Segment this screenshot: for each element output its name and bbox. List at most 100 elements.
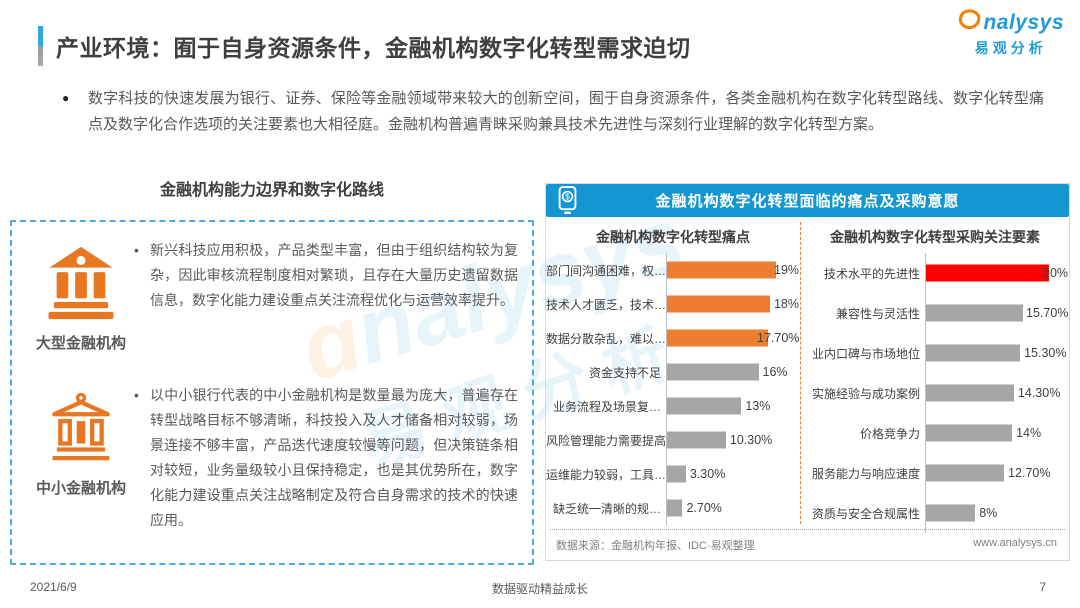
large-institution-text: 新兴科技应用积极，产品类型丰富，但由于组织结构较为复杂，因此审核流程制度相对繁琐… xyxy=(150,242,518,308)
bar-track: 3.30% xyxy=(666,457,800,491)
bar xyxy=(926,264,1049,282)
bar-track: 14% xyxy=(925,413,1069,453)
bar-value-label: 12.70% xyxy=(1008,466,1051,480)
panel-header: $ 金融机构数字化转型面临的痛点及采购意愿 xyxy=(546,184,1069,217)
bar xyxy=(926,384,1014,402)
charts-area: 金融机构数字化转型痛点 部门间沟通困难，权… 19% 技术人才匮乏，技术… 18% 数据… xyxy=(546,222,1069,533)
bar xyxy=(926,464,1005,482)
footer-page-number: 7 xyxy=(1039,580,1046,594)
mobile-payment-icon: $ xyxy=(552,185,582,216)
bar-category-label: 价格竞争力 xyxy=(859,426,920,441)
bar xyxy=(667,499,683,517)
bar-track: 20% xyxy=(925,253,1069,293)
dotted-divider xyxy=(550,529,1065,530)
bar xyxy=(667,431,726,449)
bar-category-label: 技术水平的先进性 xyxy=(823,266,920,281)
footer-date: 2021/6/9 xyxy=(30,580,77,594)
bar-category-label: 服务能力与响应速度 xyxy=(811,466,920,481)
pain-points-chart: 金融机构数字化转型痛点 部门间沟通困难，权… 19% 技术人才匮乏，技术… 18% 数据… xyxy=(546,222,800,525)
bar-track: 19% xyxy=(666,253,800,287)
bar-value-label: 19% xyxy=(774,263,800,277)
bar-category-label: 风险管理能力需要提高 xyxy=(546,433,666,448)
small-institution-text: 以中小银行代表的中小金融机构是数量最为庞大，普遍存在转型战略目标不够清晰，科技投… xyxy=(150,387,518,528)
bar-value-label: 15.70% xyxy=(1026,306,1069,320)
bar xyxy=(926,424,1013,442)
data-source-note: 数据来源：金融机构年报、IDC·易观整理 xyxy=(556,540,755,552)
bar-track: 15.30% xyxy=(925,333,1069,373)
bar-value-label: 16% xyxy=(762,365,788,379)
large-institution-block: 大型金融机构 • 新兴科技应用积极，产品类型丰富，但由于组织结构较为复杂，因此审… xyxy=(28,238,518,353)
bar xyxy=(926,344,1021,362)
bar-row: 实施经验与成功案例 14.30% xyxy=(801,373,1069,413)
chart-title: 金融机构数字化转型采购关注要素 xyxy=(830,229,1040,245)
bar-row: 价格竞争力 14% xyxy=(801,413,1069,453)
bar-value-label: 18% xyxy=(773,297,799,311)
title-accent-bar xyxy=(38,26,43,66)
bar-track: 2.70% xyxy=(666,491,800,525)
bar-category-label: 资金支持不足 xyxy=(588,365,661,380)
bank-outline-icon xyxy=(50,392,112,469)
bar-track: 15.70% xyxy=(925,293,1069,333)
bar-value-label: 13% xyxy=(745,399,771,413)
chart-rows: 部门间沟通困难，权… 19% 技术人才匮乏，技术… 18% 数据分散杂乱，难以… 17.7… xyxy=(546,253,800,525)
list-bullet: • xyxy=(134,242,139,258)
bar-value-label: 14.30% xyxy=(1017,386,1061,400)
bar-value-label: 20% xyxy=(1043,266,1069,280)
capability-panel: 大型金融机构 • 新兴科技应用积极，产品类型丰富，但由于组织结构较为复杂，因此审… xyxy=(10,220,534,565)
page-footer: 2021/6/9 数据驱动精益成长 7 xyxy=(30,580,1050,596)
bar-row: 资金支持不足 16% xyxy=(546,355,800,389)
bar xyxy=(667,295,770,313)
slide-header: 产业环境：囿于自身资源条件，金融机构数字化转型需求迫切 xyxy=(38,26,691,66)
website-link[interactable]: www.analysys.cn xyxy=(973,537,1057,549)
intro-paragraph: ● 数字科技的快速发展为银行、证券、保险等金融领域带来较大的创新空间，囿于自身资… xyxy=(62,86,1044,138)
page-title: 产业环境：囿于自身资源条件，金融机构数字化转型需求迫切 xyxy=(56,35,691,61)
bar-category-label: 运维能力较弱，工具… xyxy=(546,467,666,482)
bar-row: 技术水平的先进性 20% xyxy=(801,253,1069,293)
bar-row: 运维能力较弱，工具… 3.30% xyxy=(546,457,800,491)
bar xyxy=(926,504,976,522)
large-institution-label: 大型金融机构 xyxy=(35,335,126,352)
pain-points-panel: $ 金融机构数字化转型面临的痛点及采购意愿 金融机构数字化转型痛点 部门间沟通困… xyxy=(545,183,1070,561)
bar-category-label: 业务流程及场景复… xyxy=(552,399,661,414)
bar-value-label: 14% xyxy=(1016,426,1042,440)
bar-category-label: 兼容性与灵活性 xyxy=(835,306,920,321)
list-bullet: • xyxy=(134,387,139,403)
bar-category-label: 资质与安全合规属性 xyxy=(811,506,920,521)
intro-text: 数字科技的快速发展为银行、证券、保险等金融领域带来较大的创新空间，囿于自身资源条… xyxy=(88,90,1044,133)
logo-chinese-name: 易观分析 xyxy=(974,40,1047,56)
bar-row: 部门间沟通困难，权… 19% xyxy=(546,253,800,287)
bar-value-label: 10.30% xyxy=(729,433,773,447)
bar-track: 16% xyxy=(666,355,800,389)
bar-value-label: 2.70% xyxy=(686,501,722,515)
bar-track: 13% xyxy=(666,389,800,423)
chart-rows: 技术水平的先进性 20% 兼容性与灵活性 15.70% 业内口碑与市场地位 15.30% 实… xyxy=(801,253,1069,533)
chart-title: 金融机构数字化转型痛点 xyxy=(596,229,750,245)
bar-row: 兼容性与灵活性 15.70% xyxy=(801,293,1069,333)
bar-category-label: 部门间沟通困难，权… xyxy=(546,263,666,278)
bar-track: 17.70% xyxy=(666,321,800,355)
bar-row: 服务能力与响应速度 12.70% xyxy=(801,453,1069,493)
bar xyxy=(667,329,769,347)
bar xyxy=(667,261,776,279)
bar-track: 12.70% xyxy=(925,453,1069,493)
bar-track: 18% xyxy=(666,287,800,321)
bar-category-label: 技术人才匮乏，技术… xyxy=(546,297,666,312)
bar-row: 资质与安全合规属性 8% xyxy=(801,493,1069,533)
logo-wordmark: nalysys xyxy=(983,10,1064,34)
small-institution-label: 中小金融机构 xyxy=(35,480,126,497)
bar-category-label: 实施经验与成功案例 xyxy=(811,386,920,401)
bank-filled-icon xyxy=(48,246,114,324)
bar-category-label: 数据分散杂乱，难以… xyxy=(546,331,666,346)
bar-row: 业内口碑与市场地位 15.30% xyxy=(801,333,1069,373)
bar-value-label: 8% xyxy=(979,506,998,520)
bar-track: 10.30% xyxy=(666,423,800,457)
analysys-logo: nalysys 易观分析 xyxy=(957,8,1064,58)
bar-category-label: 缺乏统一清晰的规… xyxy=(552,501,661,516)
bar-row: 业务流程及场景复… 13% xyxy=(546,389,800,423)
bar-row: 风险管理能力需要提高 10.30% xyxy=(546,423,800,457)
bar-row: 缺乏统一清晰的规… 2.70% xyxy=(546,491,800,525)
bar xyxy=(926,304,1023,322)
bar xyxy=(667,465,686,483)
bar xyxy=(667,363,759,381)
